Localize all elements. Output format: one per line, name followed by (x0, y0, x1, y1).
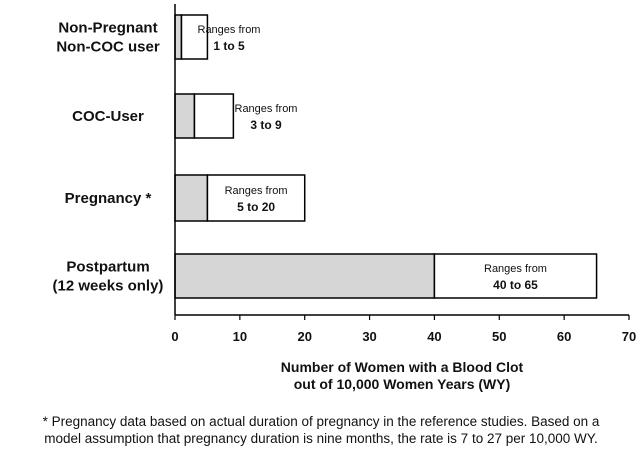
bar-range-segment (206, 174, 306, 222)
range-label-text: Ranges from (484, 263, 547, 275)
range-label-values: 5 to 20 (237, 200, 275, 214)
category-label: Non-COC user (56, 39, 160, 56)
x-tick-label: 60 (557, 329, 571, 344)
category-label: Pregnancy * (65, 190, 152, 207)
x-tick-label: 50 (492, 329, 506, 344)
bar-range-segment (193, 93, 235, 139)
bar-low-segment (174, 253, 436, 299)
x-tick-label: 20 (297, 329, 311, 344)
x-tick-label: 0 (171, 329, 178, 344)
bar-low-segment (174, 174, 209, 222)
range-label-text: Ranges from (198, 24, 261, 36)
bar-range-segment (180, 14, 209, 60)
footnote-line-2: model assumption that pregnancy duration… (44, 431, 598, 446)
range-label-text: Ranges from (235, 103, 298, 115)
bar-low-segment (174, 14, 183, 60)
category-label: COC-User (72, 108, 144, 125)
x-axis-title-line1: Number of Women with a Blood Clot (281, 359, 524, 375)
range-label-values: 40 to 65 (493, 278, 538, 292)
footnote-line-1: * Pregnancy data based on actual duratio… (42, 414, 600, 429)
bar-range-segment (433, 253, 598, 299)
x-tick-label: 40 (427, 329, 441, 344)
x-tick-label: 30 (362, 329, 376, 344)
x-tick-label: 10 (233, 329, 247, 344)
bar-low-segment (174, 93, 196, 139)
range-label-values: 3 to 9 (250, 118, 282, 132)
category-label: (12 weeks only) (53, 278, 164, 295)
category-label: Postpartum (66, 259, 149, 276)
footnote: * Pregnancy data based on actual duratio… (0, 413, 642, 447)
range-label-values: 1 to 5 (213, 39, 245, 53)
x-axis-title-line2: out of 10,000 Women Years (WY) (294, 376, 511, 392)
range-label-text: Ranges from (225, 185, 288, 197)
x-tick-label: 70 (622, 329, 636, 344)
category-label: Non-Pregnant (58, 20, 157, 37)
